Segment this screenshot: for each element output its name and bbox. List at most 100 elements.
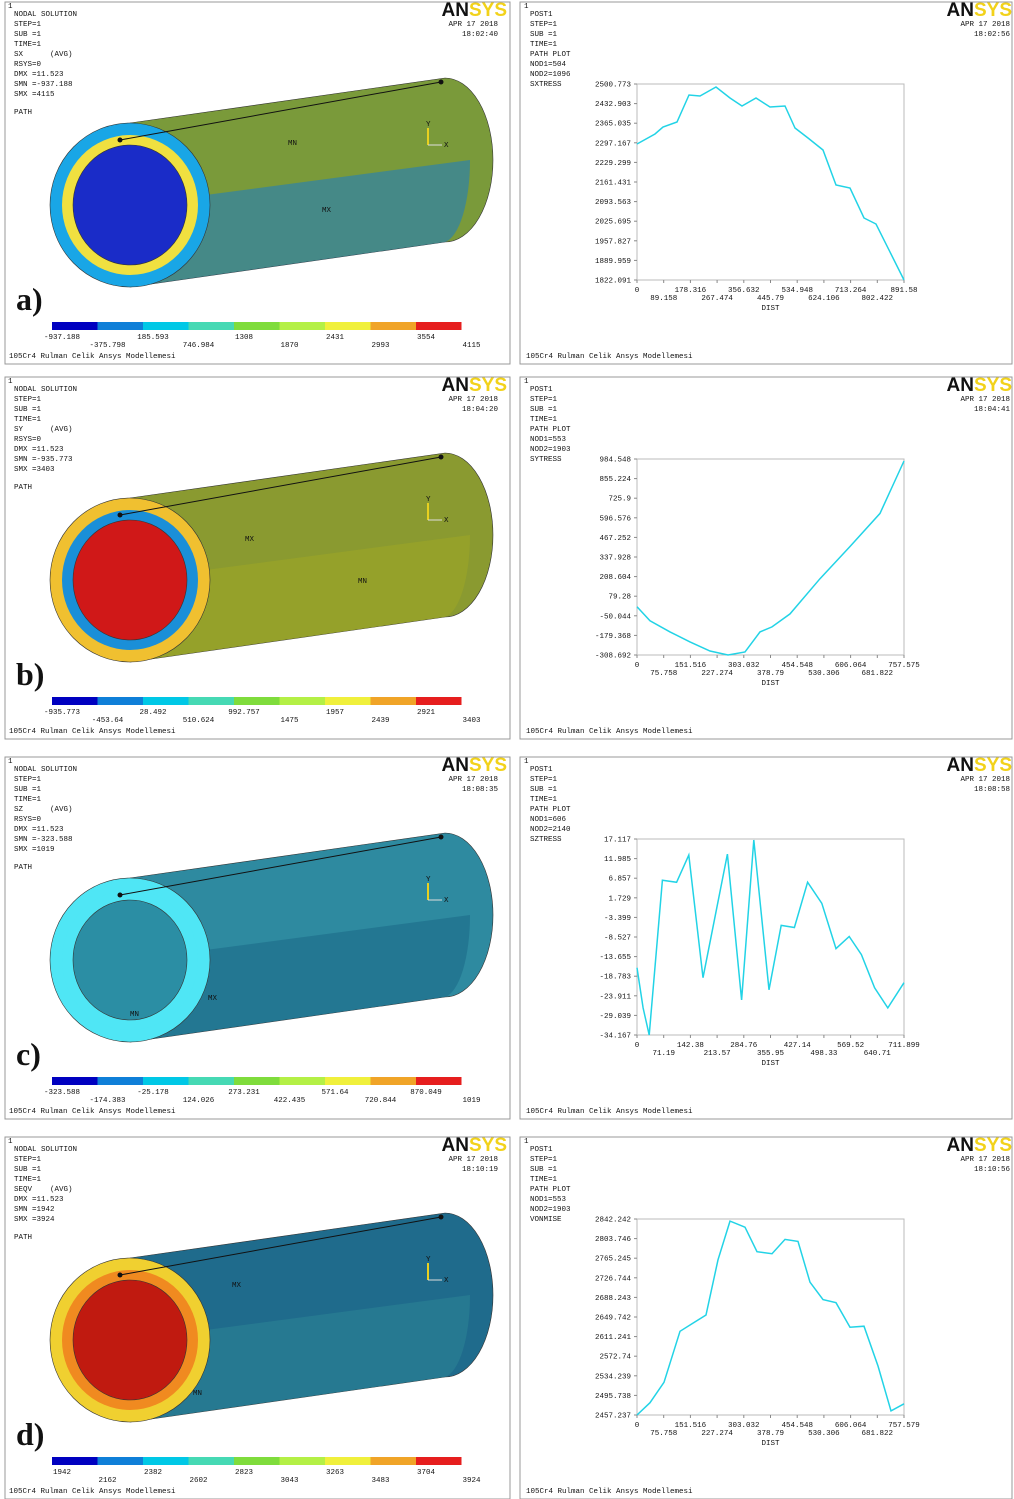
colorbar-label: 571.64 <box>321 1089 349 1097</box>
info-line: NOD2=1903 <box>530 446 571 454</box>
info-line: PATH PLOT <box>530 806 571 814</box>
logo-part: SYS <box>974 375 1012 396</box>
time: 18:08:35 <box>462 786 499 794</box>
x-tick-label: 606.064 <box>835 1422 867 1430</box>
info-line: DMX =11.523 <box>14 446 64 454</box>
ring-inner <box>73 520 187 640</box>
x-tick-label: 640.71 <box>864 1050 892 1058</box>
legend: VONMISE <box>530 1216 562 1224</box>
panel-label: c) <box>16 1036 41 1072</box>
colorbar-segment <box>371 1077 417 1085</box>
path-label: PATH <box>14 484 32 492</box>
info-line: SUB =1 <box>530 786 558 794</box>
info-line: TIME=1 <box>530 41 558 49</box>
info-line: PATH PLOT <box>530 426 571 434</box>
x-tick-label: 378.79 <box>757 1430 784 1438</box>
tube-label: MN <box>288 140 297 148</box>
y-tick-label: 17.117 <box>604 837 631 845</box>
path-node <box>439 80 444 85</box>
colorbar-label: 2602 <box>189 1477 207 1485</box>
x-tick-label: 802.422 <box>862 295 894 303</box>
y-tick-label: -34.167 <box>599 1033 631 1041</box>
y-tick-label: 2025.695 <box>595 219 632 227</box>
info-line: TIME=1 <box>530 796 558 804</box>
x-tick-label: 445.79 <box>757 295 784 303</box>
time: 18:08:58 <box>974 786 1010 794</box>
colorbar-segment <box>325 322 371 330</box>
colorbar-segment <box>143 697 189 705</box>
y-tick-label: 11.985 <box>604 856 632 864</box>
y-tick-label: 725.9 <box>608 496 631 504</box>
x-tick-label: 498.33 <box>810 1050 838 1058</box>
x-tick-label: 71.19 <box>652 1050 675 1058</box>
ansys-logo: ANSYS <box>947 375 1012 396</box>
colorbar-segment <box>371 322 417 330</box>
colorbar-segment <box>189 322 235 330</box>
info-line: SMX =3403 <box>14 466 55 474</box>
y-tick-label: -13.655 <box>599 954 631 962</box>
axis-label: X <box>444 142 449 150</box>
footer: 105Cr4 Rulman Celik Ansys Modellemesi <box>9 1488 176 1496</box>
ring-inner <box>73 1280 187 1400</box>
x-tick-label: 454.548 <box>781 662 813 670</box>
y-tick-label: -29.039 <box>599 1013 631 1021</box>
tube-label: MX <box>245 536 255 544</box>
colorbar-label: 273.231 <box>228 1089 260 1097</box>
info-line: STEP=1 <box>14 1156 42 1164</box>
window-id: 1 <box>8 378 13 386</box>
y-tick-label: -50.044 <box>599 613 631 621</box>
info-line: TIME=1 <box>14 416 42 424</box>
y-tick-label: 6.857 <box>608 876 631 884</box>
info-line: TIME=1 <box>14 41 42 49</box>
colorbar-segment <box>98 697 144 705</box>
header: POST1 <box>530 386 553 394</box>
axis-label: Y <box>426 1256 431 1264</box>
y-tick-label: 2611.241 <box>595 1334 632 1342</box>
info-line: SUB =1 <box>14 31 42 39</box>
colorbar-label: 1870 <box>280 342 299 350</box>
colorbar-label: 2921 <box>417 709 436 717</box>
colorbar-segment <box>52 1457 98 1465</box>
window-id: 1 <box>524 1138 529 1146</box>
colorbar-segment <box>98 1077 144 1085</box>
info-line: SUB =1 <box>530 406 558 414</box>
path-node <box>439 835 444 840</box>
y-tick-label: 2500.773 <box>595 82 632 90</box>
colorbar-label: -453.64 <box>92 717 124 725</box>
footer: 105Cr4 Rulman Celik Ansys Modellemesi <box>526 1108 693 1116</box>
logo-part: AN <box>442 1135 469 1156</box>
ansys-logo: ANSYS <box>947 1135 1012 1156</box>
y-tick-label: -3.399 <box>604 915 631 923</box>
info-line: DMX =11.523 <box>14 826 64 834</box>
info-line: STEP=1 <box>530 21 558 29</box>
tube-label: MX <box>322 207 332 215</box>
info-line: NOD2=1096 <box>530 71 571 79</box>
y-tick-label: 467.252 <box>599 535 631 543</box>
colorbar-segment <box>52 1077 98 1085</box>
x-tick-label: 227.274 <box>701 1430 733 1438</box>
ansys-logo: ANSYS <box>442 0 507 21</box>
ansys-logo: ANSYS <box>442 1135 507 1156</box>
colorbar-segment <box>234 1457 280 1465</box>
axis-label: Y <box>426 876 431 884</box>
colorbar-label: 185.593 <box>137 334 169 342</box>
window-id: 1 <box>524 758 529 766</box>
info-line: STEP=1 <box>14 21 42 29</box>
panel-label: d) <box>16 1416 44 1452</box>
colorbar-label: -25.178 <box>137 1089 169 1097</box>
y-tick-label: 2765.245 <box>595 1256 632 1264</box>
date: APR 17 2018 <box>448 396 498 404</box>
time: 18:04:41 <box>974 406 1011 414</box>
x-tick-label: 267.474 <box>701 295 733 303</box>
y-tick-label: 2842.242 <box>595 1217 631 1225</box>
tube-label: MN <box>358 578 367 586</box>
info-line: TIME=1 <box>14 796 42 804</box>
colorbar-label: 3043 <box>280 1477 299 1485</box>
x-tick-label: 356.632 <box>728 287 760 295</box>
logo-part: AN <box>947 375 974 396</box>
axis-label: Y <box>426 121 431 129</box>
colorbar-segment <box>52 697 98 705</box>
colorbar-segment <box>325 697 371 705</box>
colorbar-segment <box>416 322 462 330</box>
x-tick-label: 681.822 <box>862 1430 894 1438</box>
